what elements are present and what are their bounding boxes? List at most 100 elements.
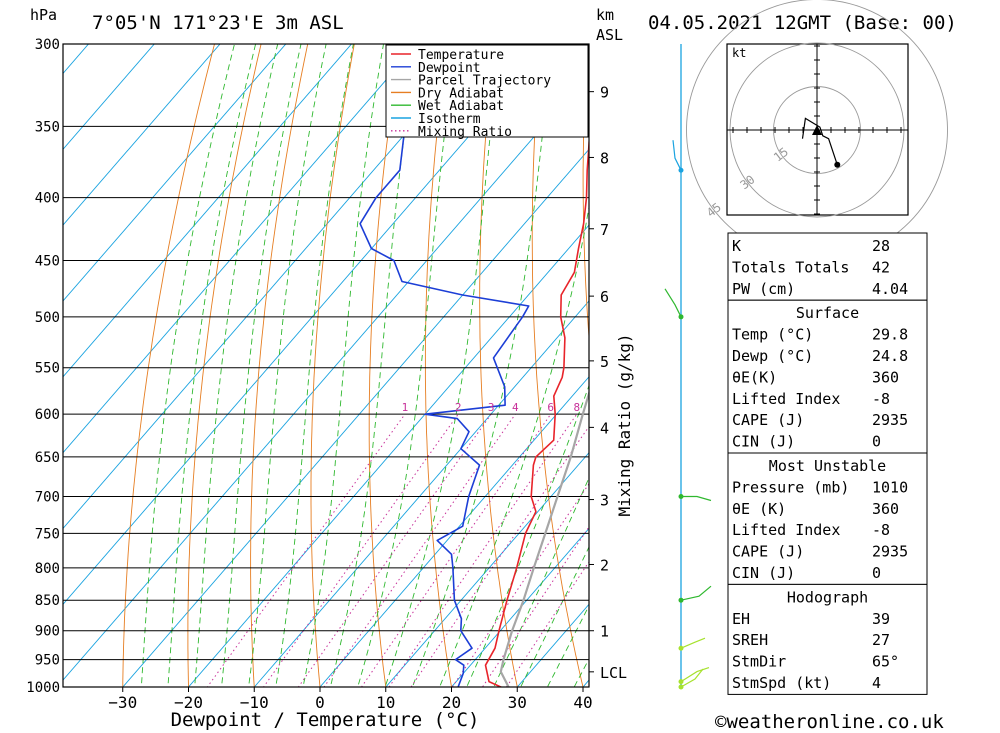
mixing-ratio-labels: 1 2 3 4 6 8 10 15 20 25 (402, 401, 580, 414)
index-label: StmDir (732, 653, 786, 671)
wet-adiabat-line (302, 44, 384, 687)
location-title: 7°05'N 171°23'E 3m ASL (92, 12, 344, 34)
isotherm-line (450, 527, 589, 687)
mixing-ratio-line (505, 560, 589, 687)
x-axis-label: Dewpoint / Temperature (°C) (171, 709, 480, 731)
wind-barb-dot (678, 679, 684, 685)
pressure-tick-label: 900 (35, 624, 60, 640)
wind-barb (680, 637, 706, 649)
height-tick-label: LCL (600, 664, 627, 682)
mixing-ratio-tick-label: 6 (547, 401, 554, 414)
index-label: EH (732, 610, 750, 628)
index-section-most-unstable (727, 452, 928, 585)
index-value: 1010 (872, 478, 908, 496)
hodograph-unit-label: kt (732, 46, 746, 60)
index-value: 0 (872, 433, 881, 451)
isotherm-line (187, 224, 589, 687)
x-tick-label: 10 (376, 693, 395, 712)
pressure-tick-label: 350 (35, 119, 60, 135)
mixing-ratio-line (388, 413, 578, 687)
valid-time: 04.05.2021 12GMT (Base: 00) (648, 12, 957, 34)
wet-adiabat-line (329, 44, 418, 687)
hodograph-endpoint (834, 161, 841, 168)
wind-barb-dot (678, 167, 684, 173)
pressure-unit-label: hPa (30, 6, 57, 24)
index-label: CAPE (J) (732, 543, 804, 561)
index-label: Totals Totals (732, 258, 849, 276)
isotherm-line (122, 148, 589, 687)
wind-barb-dot (678, 494, 684, 500)
height-tick-label: 6 (600, 288, 609, 306)
pressure-tick-label: 450 (35, 254, 60, 270)
index-section-title: Most Unstable (769, 457, 886, 475)
pressure-tick-label: 650 (35, 450, 60, 466)
wet-adiabat-line (357, 44, 457, 687)
x-tick-label: 30 (508, 693, 527, 712)
wet-adiabat-line (140, 44, 235, 687)
wind-barb-dot (678, 684, 684, 690)
index-value: 39 (872, 610, 890, 628)
mixing-ratio-line (262, 413, 459, 687)
pressure-tick-label: 800 (35, 561, 60, 577)
index-value: 2935 (872, 543, 908, 561)
mixing-ratio-line (323, 413, 516, 687)
legend-entry-label: Isotherm (418, 112, 481, 127)
x-tick-label: −30 (108, 693, 137, 712)
dry-adiabat-line (633, 7, 723, 713)
index-label: CAPE (J) (732, 411, 804, 429)
temperature-line (484, 141, 589, 687)
wet-adiabat-line (411, 44, 553, 687)
wind-profile (664, 44, 712, 690)
isotherm-line (63, 44, 90, 75)
x-tick-label: 40 (573, 693, 592, 712)
dry-adiabat-line (955, 7, 1000, 713)
isotherm-line (63, 44, 155, 150)
index-label: PW (cm) (732, 280, 795, 298)
index-value: 360 (872, 368, 899, 386)
wet-adiabat-line (466, 384, 589, 687)
axes-ticks: 3003504004505005506006507007508008509009… (26, 37, 627, 712)
dry-adiabat-line (187, 44, 262, 687)
storm-motion-marker (812, 125, 822, 135)
wet-adiabat-lines (140, 44, 589, 687)
index-value: 65° (872, 653, 899, 671)
index-label: CIN (J) (732, 433, 795, 451)
pressure-tick-label: 1000 (26, 680, 60, 696)
x-tick-label: −10 (240, 693, 269, 712)
wet-adiabat-line (384, 44, 501, 687)
index-value: 0 (872, 564, 881, 582)
mixing-ratio-line (297, 413, 492, 687)
wind-barb (664, 288, 682, 318)
isobar-lines (63, 44, 589, 687)
wind-barb-dot (678, 597, 684, 603)
mixing-ratio-line (206, 413, 406, 687)
index-label: SREH (732, 631, 768, 649)
height-tick-label: 4 (600, 419, 609, 437)
wind-barb (680, 585, 712, 601)
x-tick-label: 0 (315, 693, 325, 712)
index-label: K (732, 237, 741, 255)
dry-adiabat-line (424, 44, 452, 687)
height-unit-label-asl: ASL (596, 26, 623, 44)
hodograph: 15 30 45 (686, 0, 948, 261)
plot-frame (62, 43, 590, 688)
index-label: Dewp (°C) (732, 347, 813, 365)
dry-adiabat-line (310, 44, 355, 687)
pressure-tick-label: 850 (35, 593, 60, 609)
index-label: θE (K) (732, 500, 786, 518)
pressure-tick-label: 950 (35, 653, 60, 669)
index-value: 360 (872, 500, 899, 518)
mixing-ratio-tick-label: 4 (512, 401, 519, 414)
index-label: Pressure (mb) (732, 478, 849, 496)
dry-adiabat-line (368, 44, 402, 687)
isotherm-line (385, 451, 589, 687)
hodograph-trace (801, 117, 838, 165)
x-tick-label: 20 (442, 693, 461, 712)
wet-adiabat-line (275, 44, 354, 687)
index-section-title: Hodograph (787, 588, 868, 606)
pressure-tick-label: 400 (35, 191, 60, 207)
index-tables: K 28 Totals Totals 42 PW (cm) 4.04 Surface Temp… (727, 232, 928, 695)
index-value: 29.8 (872, 326, 908, 344)
mixing-ratio-lines (206, 413, 589, 687)
